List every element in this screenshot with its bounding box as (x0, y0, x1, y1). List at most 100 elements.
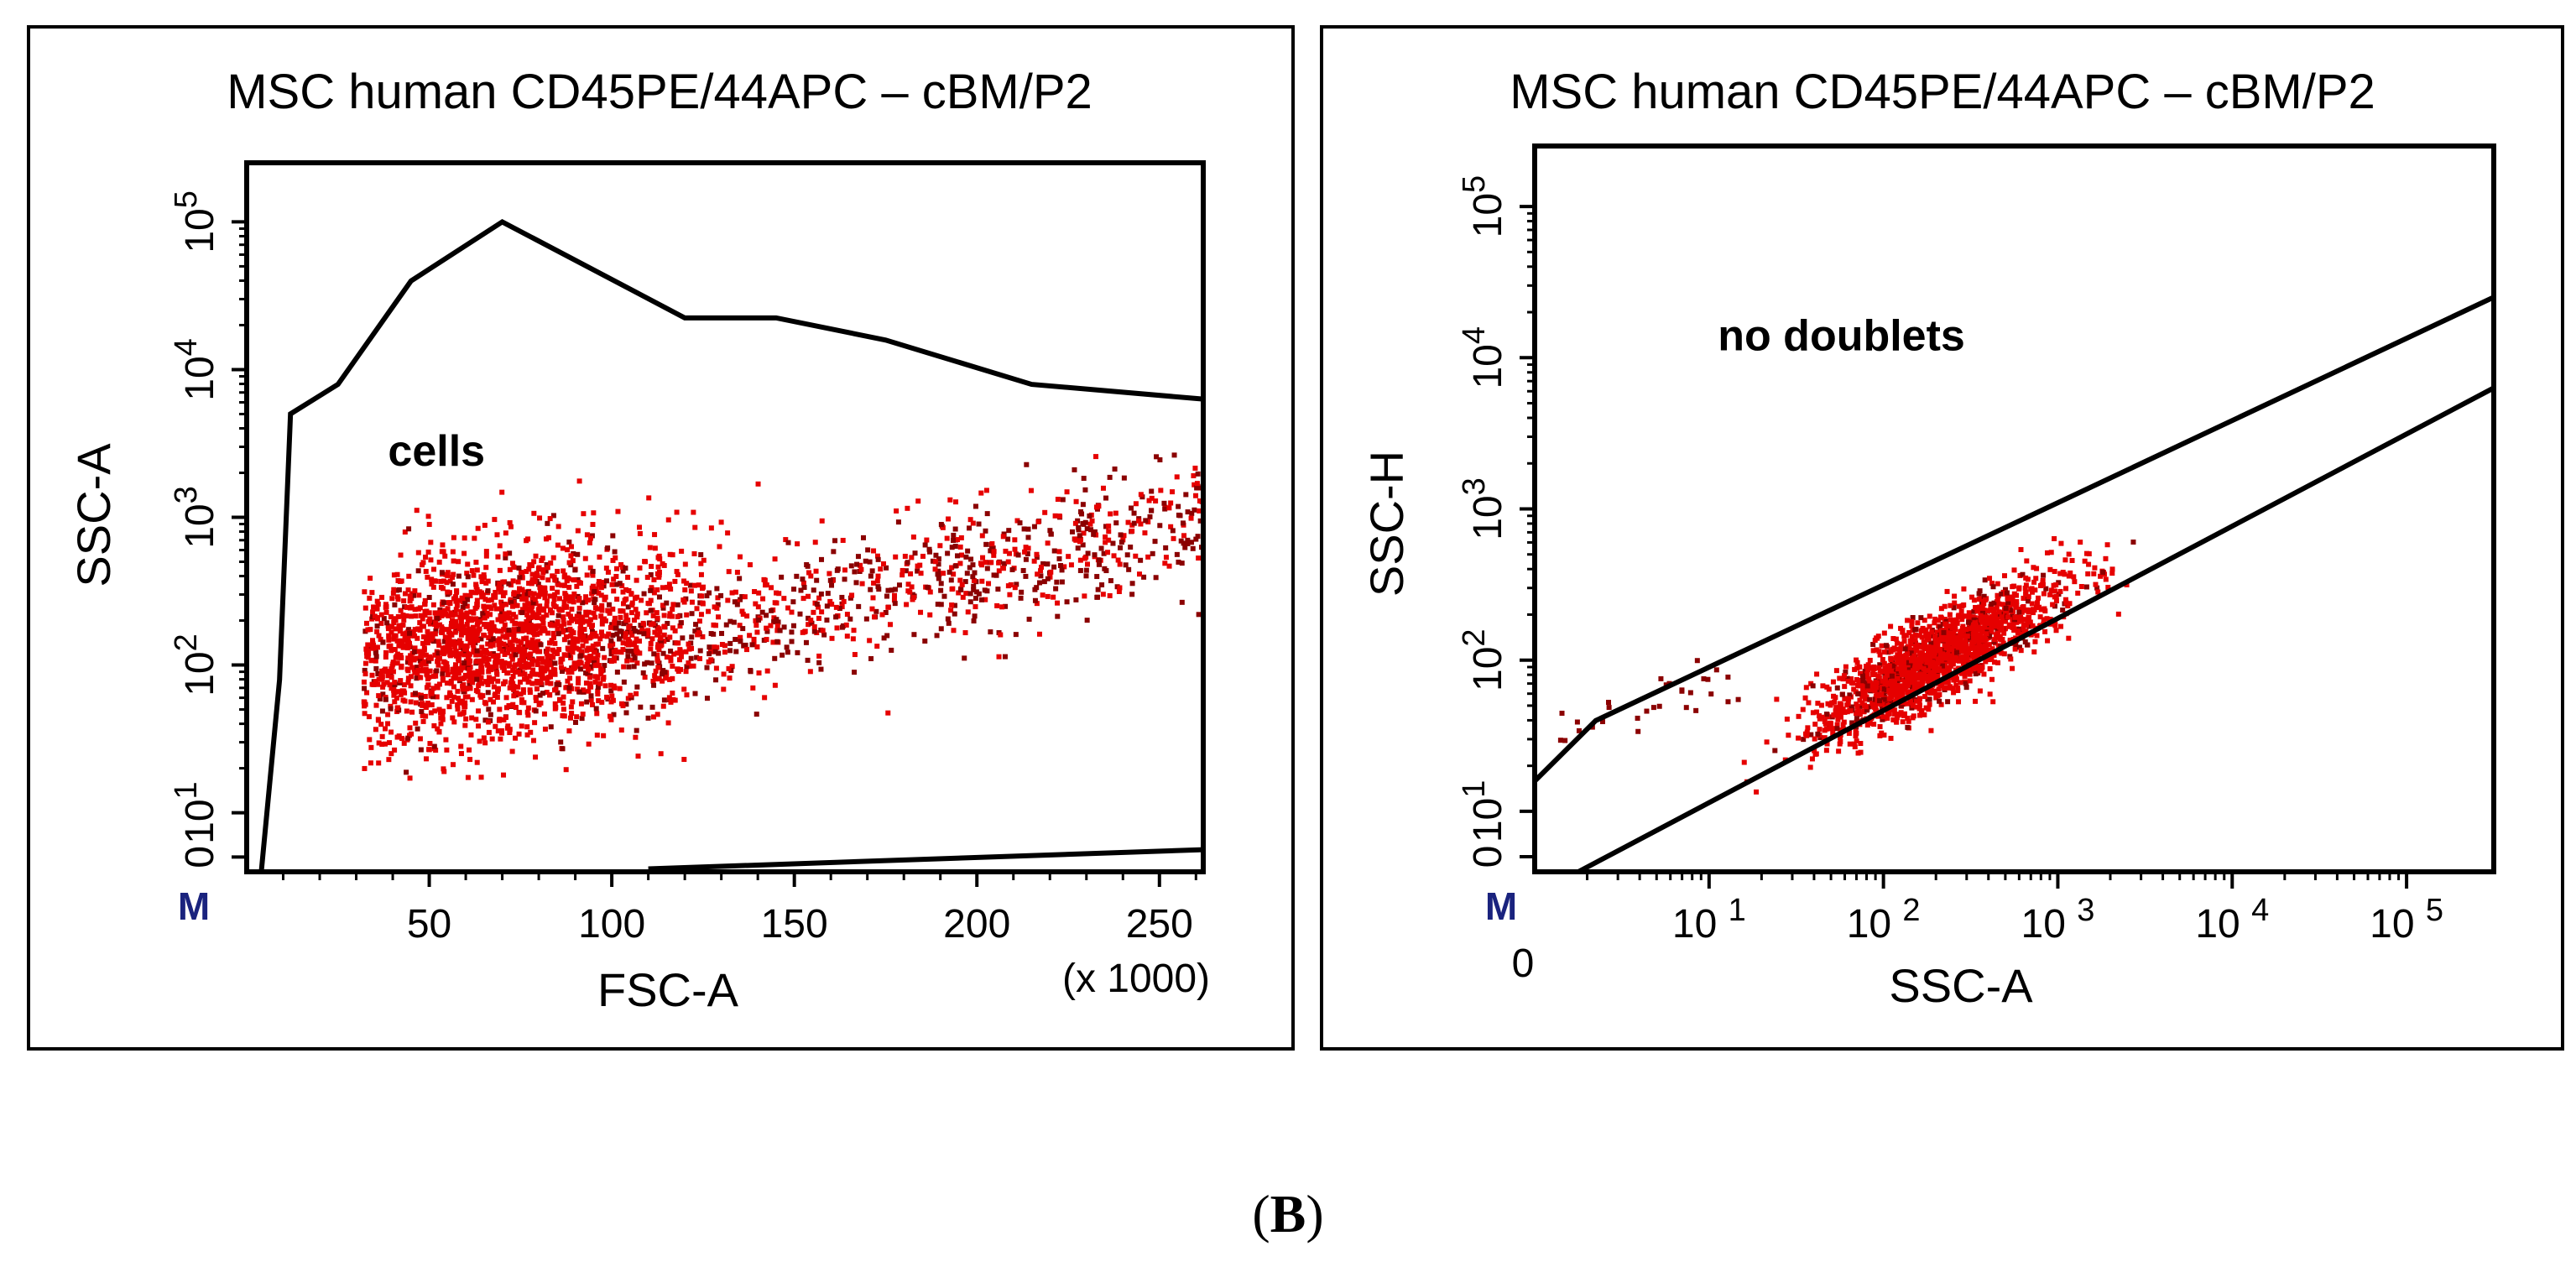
scatter-point (376, 676, 382, 682)
scatter-point (660, 703, 666, 709)
scatter-point (1923, 705, 1929, 711)
scatter-point (650, 678, 656, 684)
scatter-point (588, 684, 594, 690)
scatter-point (1928, 644, 1934, 650)
scatter-point (461, 709, 467, 715)
scatter-point (670, 663, 675, 669)
scatter-point (508, 653, 514, 659)
scatter-point (575, 686, 581, 692)
scatter-point (516, 669, 522, 675)
scatter-point (1082, 593, 1087, 599)
scatter-point (2018, 648, 2024, 654)
scatter-point (667, 551, 673, 557)
scatter-point (654, 675, 660, 681)
scatter-point (587, 565, 593, 571)
scatter-point (1954, 620, 1960, 626)
scatter-point (1112, 466, 1118, 472)
scatter-point (450, 641, 456, 647)
scatter-point (467, 683, 472, 689)
scatter-point (996, 568, 1002, 574)
scatter-point (1100, 485, 1106, 491)
scatter-point (455, 688, 461, 694)
scatter-point (1943, 628, 1949, 634)
scatter-point (519, 700, 525, 706)
scatter-point (1857, 712, 1863, 717)
scatter-point (1018, 595, 1024, 601)
scatter-point (1861, 709, 1867, 715)
scatter-point (1056, 555, 1062, 561)
scatter-point (973, 595, 978, 601)
scatter-point (614, 631, 620, 637)
scatter-point (691, 550, 697, 556)
scatter-point (903, 568, 909, 574)
scatter-point (1574, 719, 1580, 725)
scatter-point (611, 588, 617, 594)
scatter-point (1976, 597, 1982, 602)
scatter-point (637, 530, 643, 536)
scatter-point (696, 627, 701, 633)
scatter-point (415, 635, 420, 641)
scatter-point (561, 621, 567, 627)
scatter-point (379, 676, 385, 682)
scatter-point (566, 670, 571, 675)
scatter-point (1106, 529, 1112, 534)
scatter-point (572, 665, 578, 670)
scatter-point (707, 590, 712, 596)
scatter-point (1038, 568, 1044, 574)
scatter-point (543, 568, 549, 574)
scatter-point (1958, 633, 1963, 639)
scatter-point (803, 639, 809, 645)
scatter-point (1867, 686, 1873, 692)
scatter-point (2005, 601, 2011, 607)
scatter-point (404, 769, 409, 775)
scatter-point (1894, 715, 1900, 721)
scatter-point (1830, 731, 1836, 737)
scatter-point (581, 511, 587, 517)
scatter-point (1017, 520, 1023, 526)
scatter-point (520, 687, 526, 693)
scatter-point (502, 611, 508, 617)
scatter-point (880, 561, 886, 566)
scatter-point (609, 581, 615, 587)
scatter-point (455, 703, 461, 709)
scatter-point (1185, 537, 1191, 543)
scatter-point (422, 693, 428, 699)
scatter-point (625, 604, 631, 610)
scatter-point (398, 552, 404, 558)
scatter-point (380, 684, 386, 690)
scatter-point (565, 627, 571, 633)
scatter-point (379, 594, 385, 600)
scatter-point (2109, 571, 2115, 576)
scatter-point (517, 575, 523, 581)
scatter-point (525, 705, 531, 711)
scatter-point (494, 532, 500, 538)
scatter-point (1040, 592, 1046, 598)
scatter-point (425, 618, 431, 624)
scatter-point (1953, 627, 1958, 633)
scatter-point (683, 596, 689, 602)
scatter-point (532, 671, 538, 677)
scatter-point (480, 613, 486, 618)
scatter-point (1994, 605, 2000, 611)
scatter-point (478, 649, 484, 655)
scatter-point (665, 620, 670, 626)
scatter-point (634, 648, 639, 654)
scatter-point (576, 660, 582, 665)
scatter-point (655, 555, 661, 561)
scatter-point (670, 625, 675, 631)
scatter-point (522, 602, 528, 608)
scatter-point (548, 662, 554, 668)
scatter-point (1679, 688, 1685, 694)
scatter-point (568, 553, 574, 559)
scatter-point (2130, 540, 2136, 545)
scatter-point (1108, 511, 1113, 517)
scatter-point (1880, 670, 1885, 675)
scatter-point (459, 614, 465, 620)
scatter-point (632, 640, 638, 646)
scatter-point (870, 595, 876, 601)
scatter-point (441, 578, 447, 584)
scatter-point (595, 688, 601, 694)
scatter-point (739, 608, 745, 614)
scatter-point (1161, 500, 1167, 506)
scatter-point (1772, 748, 1778, 754)
